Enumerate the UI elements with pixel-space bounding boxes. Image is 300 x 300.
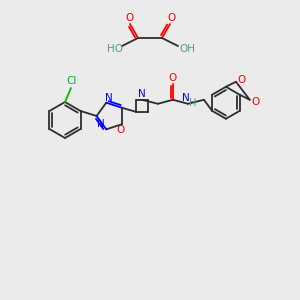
- Text: HO: HO: [107, 44, 123, 54]
- Text: N: N: [138, 89, 146, 99]
- Text: O: O: [238, 75, 246, 85]
- Text: O: O: [169, 73, 177, 83]
- Text: OH: OH: [179, 44, 195, 54]
- Text: O: O: [167, 13, 175, 23]
- Text: N: N: [182, 93, 190, 103]
- Text: Cl: Cl: [67, 76, 77, 86]
- Text: O: O: [125, 13, 133, 23]
- Text: H: H: [189, 98, 197, 108]
- Text: N: N: [98, 119, 105, 129]
- Text: O: O: [117, 125, 125, 135]
- Text: N: N: [105, 93, 113, 103]
- Text: O: O: [252, 97, 260, 107]
